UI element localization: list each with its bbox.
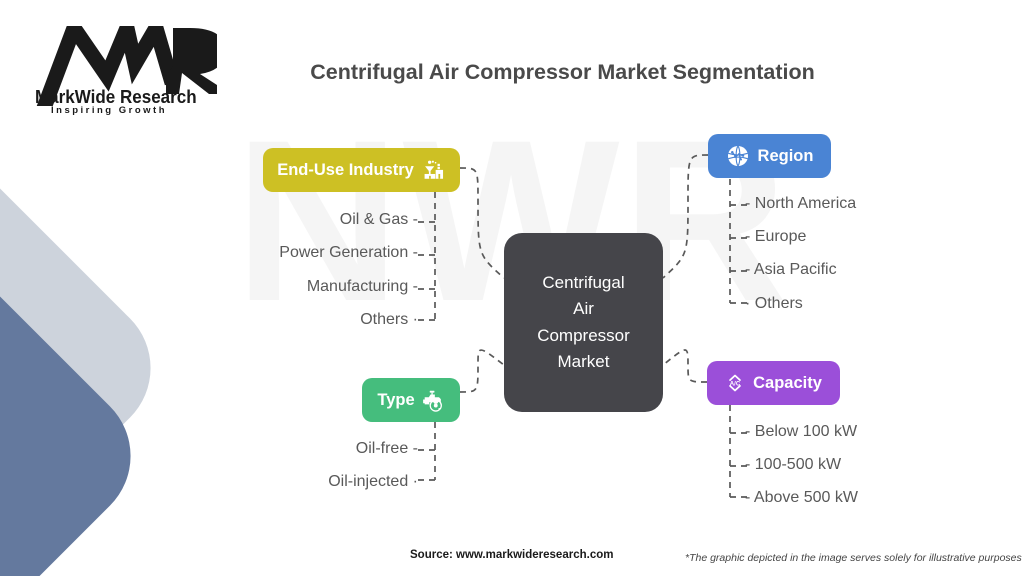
svg-text:A/C: A/C xyxy=(730,381,741,388)
